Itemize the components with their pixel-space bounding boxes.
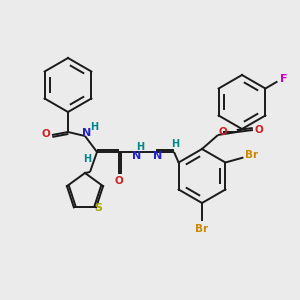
Text: N: N bbox=[82, 128, 91, 138]
Text: H: H bbox=[171, 139, 179, 149]
Text: N: N bbox=[132, 151, 142, 161]
Text: N: N bbox=[153, 151, 163, 161]
Text: S: S bbox=[94, 203, 102, 213]
Text: Br: Br bbox=[245, 149, 258, 160]
Text: O: O bbox=[255, 125, 263, 135]
Text: O: O bbox=[42, 129, 50, 139]
Text: F: F bbox=[280, 74, 287, 83]
Text: Br: Br bbox=[195, 224, 208, 234]
Text: H: H bbox=[90, 122, 98, 132]
Text: H: H bbox=[136, 142, 144, 152]
Text: H: H bbox=[83, 154, 91, 164]
Text: O: O bbox=[115, 176, 123, 186]
Text: O: O bbox=[219, 127, 227, 137]
